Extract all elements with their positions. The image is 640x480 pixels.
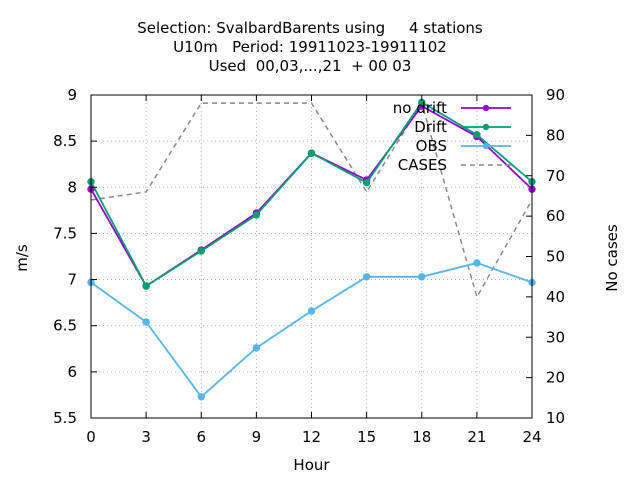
- chart-title: Selection: SvalbardBarents using 4 stati…: [137, 19, 483, 75]
- y2-tick-label: 30: [546, 328, 565, 346]
- x-tick-label: 21: [467, 428, 486, 446]
- y-tick-label: 7.5: [53, 224, 77, 242]
- data-point: [197, 393, 205, 401]
- series-layer: [87, 98, 536, 401]
- series-cases: [90, 101, 533, 299]
- legend-label: Drift: [414, 118, 447, 136]
- x-tick-label: 12: [302, 428, 321, 446]
- x-tick-label: 0: [86, 428, 96, 446]
- legend-label: OBS: [416, 137, 447, 155]
- y-tick-label: 6.5: [53, 317, 77, 335]
- x-tick-label: 18: [412, 428, 431, 446]
- x-tick-label: 6: [196, 428, 206, 446]
- y-tick-label: 5.5: [53, 409, 77, 427]
- series-drift: [87, 98, 536, 290]
- y-tick-label: 8.5: [53, 132, 77, 150]
- legend-label: CASES: [398, 156, 447, 174]
- y2-tick-label: 20: [546, 369, 565, 387]
- y2-tick-label: 50: [546, 248, 565, 266]
- data-point: [473, 259, 481, 267]
- series-no-drift: [87, 102, 536, 290]
- y2-axis-label: No cases: [603, 224, 621, 292]
- title-line: Used 00,03,...,21 + 00 03: [209, 57, 412, 75]
- data-point: [473, 130, 481, 139]
- data-point: [307, 307, 316, 315]
- y-tick-label: 7: [67, 271, 77, 289]
- data-point: [197, 247, 205, 255]
- y2-tick-label: 70: [546, 167, 565, 185]
- series-line: [90, 101, 533, 299]
- x-axis-label: Hour: [293, 456, 330, 474]
- legend-label: no drift: [393, 99, 447, 117]
- y2-tick-label: 90: [546, 86, 565, 104]
- axis-ticks: 0 3 6 9 12 15 18 21 24 5.5 6 6.5 7 7.5 8 8.5 9 10 20 30 40 50…: [53, 86, 565, 446]
- x-tick-label: 24: [522, 428, 541, 446]
- data-point: [252, 211, 261, 219]
- x-tick-label: 9: [252, 428, 262, 446]
- title-line: U10m Period: 19911023-19911102: [173, 38, 447, 56]
- y2-tick-label: 10: [546, 409, 565, 427]
- data-point: [418, 273, 426, 281]
- x-tick-label: 3: [141, 428, 151, 446]
- legend-marker: [482, 142, 490, 150]
- y2-tick-label: 60: [546, 207, 565, 225]
- y-axis-label: m/s: [13, 244, 31, 272]
- grid-lines: [91, 95, 532, 418]
- legend-marker: [482, 104, 490, 112]
- data-point: [362, 273, 371, 281]
- legend-marker: [482, 123, 490, 131]
- data-point: [252, 344, 261, 352]
- y-tick-label: 8: [67, 178, 77, 196]
- data-point: [307, 149, 316, 157]
- y-tick-label: 6: [67, 363, 77, 381]
- y2-tick-label: 40: [546, 288, 565, 306]
- data-point: [362, 178, 371, 187]
- x-tick-label: 15: [357, 428, 376, 446]
- data-point: [142, 318, 150, 326]
- title-line: Selection: SvalbardBarents using 4 stati…: [137, 19, 483, 37]
- data-point: [142, 282, 150, 290]
- y-tick-label: 9: [67, 86, 77, 104]
- y2-tick-label: 80: [546, 126, 565, 144]
